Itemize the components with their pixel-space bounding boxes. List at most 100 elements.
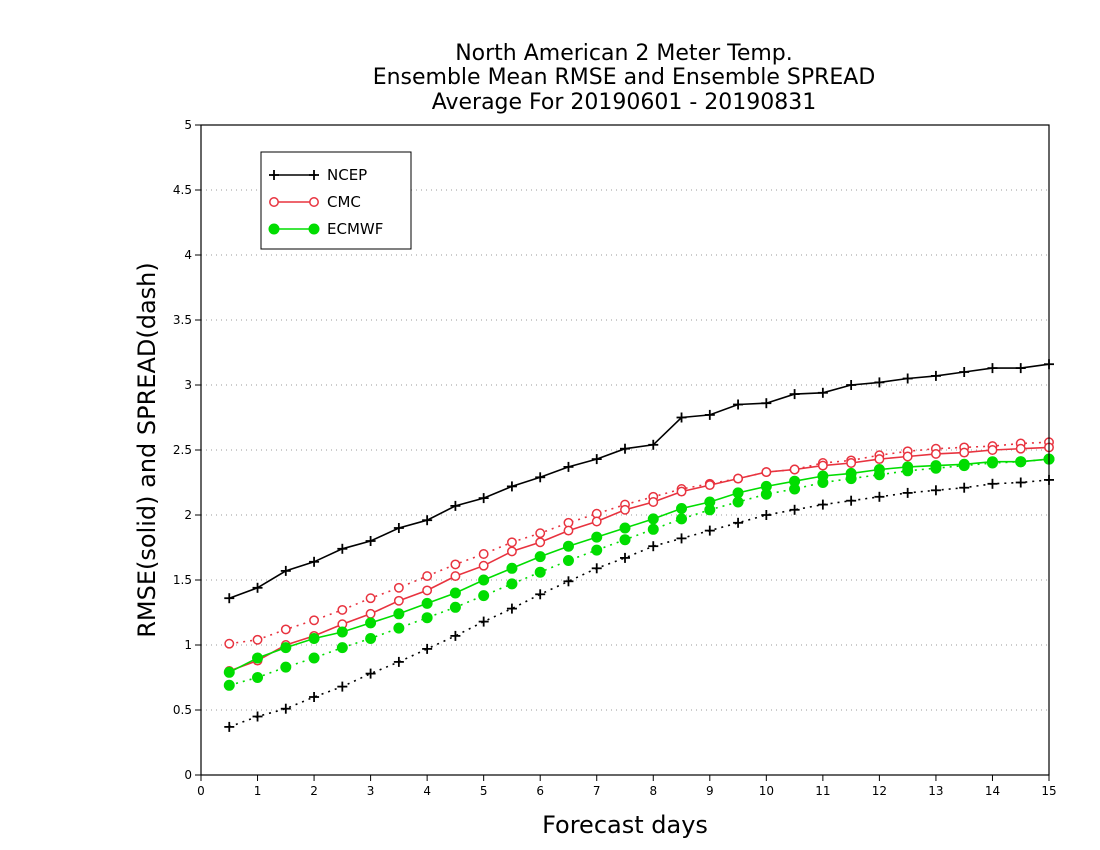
rmse-point [535,472,546,483]
spread-point [422,571,433,582]
spread-point [280,624,291,635]
series-cmc [224,437,1054,676]
rmse-point [309,556,320,567]
spread-point [506,603,517,614]
legend: NCEP CMC ECMWF [260,151,412,250]
legend-item-ncep: NCEP [269,166,367,184]
spread-point [393,582,404,593]
rmse-point [648,439,659,450]
rmse-point [591,516,602,527]
rmse-point [902,373,913,384]
rmse-point [676,503,688,514]
rmse-point [760,480,772,492]
rmse-point [506,546,517,557]
y-tick-label: 5 [184,118,192,132]
series-ecmwf [223,453,1055,691]
spread-point [534,566,546,578]
rmse-point [478,574,490,586]
spread-point [874,491,885,502]
title-line-2: Ensemble Mean RMSE and Ensemble SPREAD [373,65,876,90]
x-tick-label: 10 [759,784,774,798]
spread-point [365,633,377,644]
spread-point [761,510,772,520]
rmse-point [902,461,914,473]
legend-box [260,151,412,250]
rmse-line-ncep [229,363,1050,599]
rmse-point [252,582,263,593]
rmse-point [817,387,828,398]
rmse-point [620,504,630,515]
x-tick-label: 7 [593,784,601,798]
y-tick-label: 0 [184,768,192,782]
rmse-point [563,461,574,472]
legend-item-cmc: CMC [269,193,361,211]
rmse-point [393,595,404,606]
legend-item-ecmwf: ECMWF [268,220,383,238]
rmse-point [930,460,942,472]
rmse-point [422,515,433,526]
spread-point [591,563,602,574]
x-tick-label: 1 [254,784,262,798]
x-tick-label: 12 [872,784,887,798]
spread-point [224,721,235,732]
rmse-point [846,458,857,468]
spread-line-cmc [229,441,1050,645]
spread-point [619,534,631,546]
spread-point [422,643,433,654]
spread-point [478,590,490,602]
spread-point [365,668,376,679]
rmse-point [845,467,857,479]
spread-point [676,513,688,525]
spread-point [789,504,800,515]
rmse-point [761,398,772,409]
rmse-point [562,540,574,552]
rmse-point [902,451,913,462]
title-line-1: North American 2 Meter Temp. [455,41,793,66]
legend-marker [269,197,279,207]
rmse-point [676,486,687,497]
rmse-point [789,475,801,487]
spread-line-ecmwf [229,458,1050,687]
rmse-line-ecmwf [228,458,1050,674]
spread-point [535,589,546,600]
spread-point [393,656,404,667]
rmse-point [930,370,941,381]
spread-line-ncep [229,479,1050,728]
rmse-point [365,536,376,546]
x-tick-label: 6 [536,784,544,798]
rmse-point [704,480,715,491]
rmse-point [506,481,517,492]
spread-point [506,578,518,590]
spread-point [309,615,320,626]
rmse-point [817,460,828,471]
rmse-point [393,523,404,533]
spread-point [676,533,687,544]
rmse-point [704,409,715,420]
spread-point [902,487,913,498]
rmse-point [421,597,433,609]
x-axis-label: Forecast days [542,811,708,839]
rmse-point [619,522,631,534]
rmse-point [620,443,630,454]
x-tick-label: 9 [706,784,714,798]
y-tick-label: 4.5 [173,183,192,197]
x-tick-label: 14 [985,784,1000,798]
spread-point [421,612,433,624]
spread-point [562,555,574,566]
rmse-point [478,560,489,571]
rmse-point [224,593,235,604]
legend-marker [268,223,280,235]
spread-point [450,559,461,570]
spread-point [704,525,715,536]
rmse-point [959,447,970,458]
spread-point [337,681,348,692]
spread-point [647,523,659,535]
rmse-point [930,448,941,459]
rmse-point [1015,443,1026,454]
spread-point [252,634,263,645]
spread-point [450,630,461,641]
rmse-point [874,454,885,465]
x-tick-label: 4 [423,784,431,798]
x-tick-label: 5 [480,784,488,798]
